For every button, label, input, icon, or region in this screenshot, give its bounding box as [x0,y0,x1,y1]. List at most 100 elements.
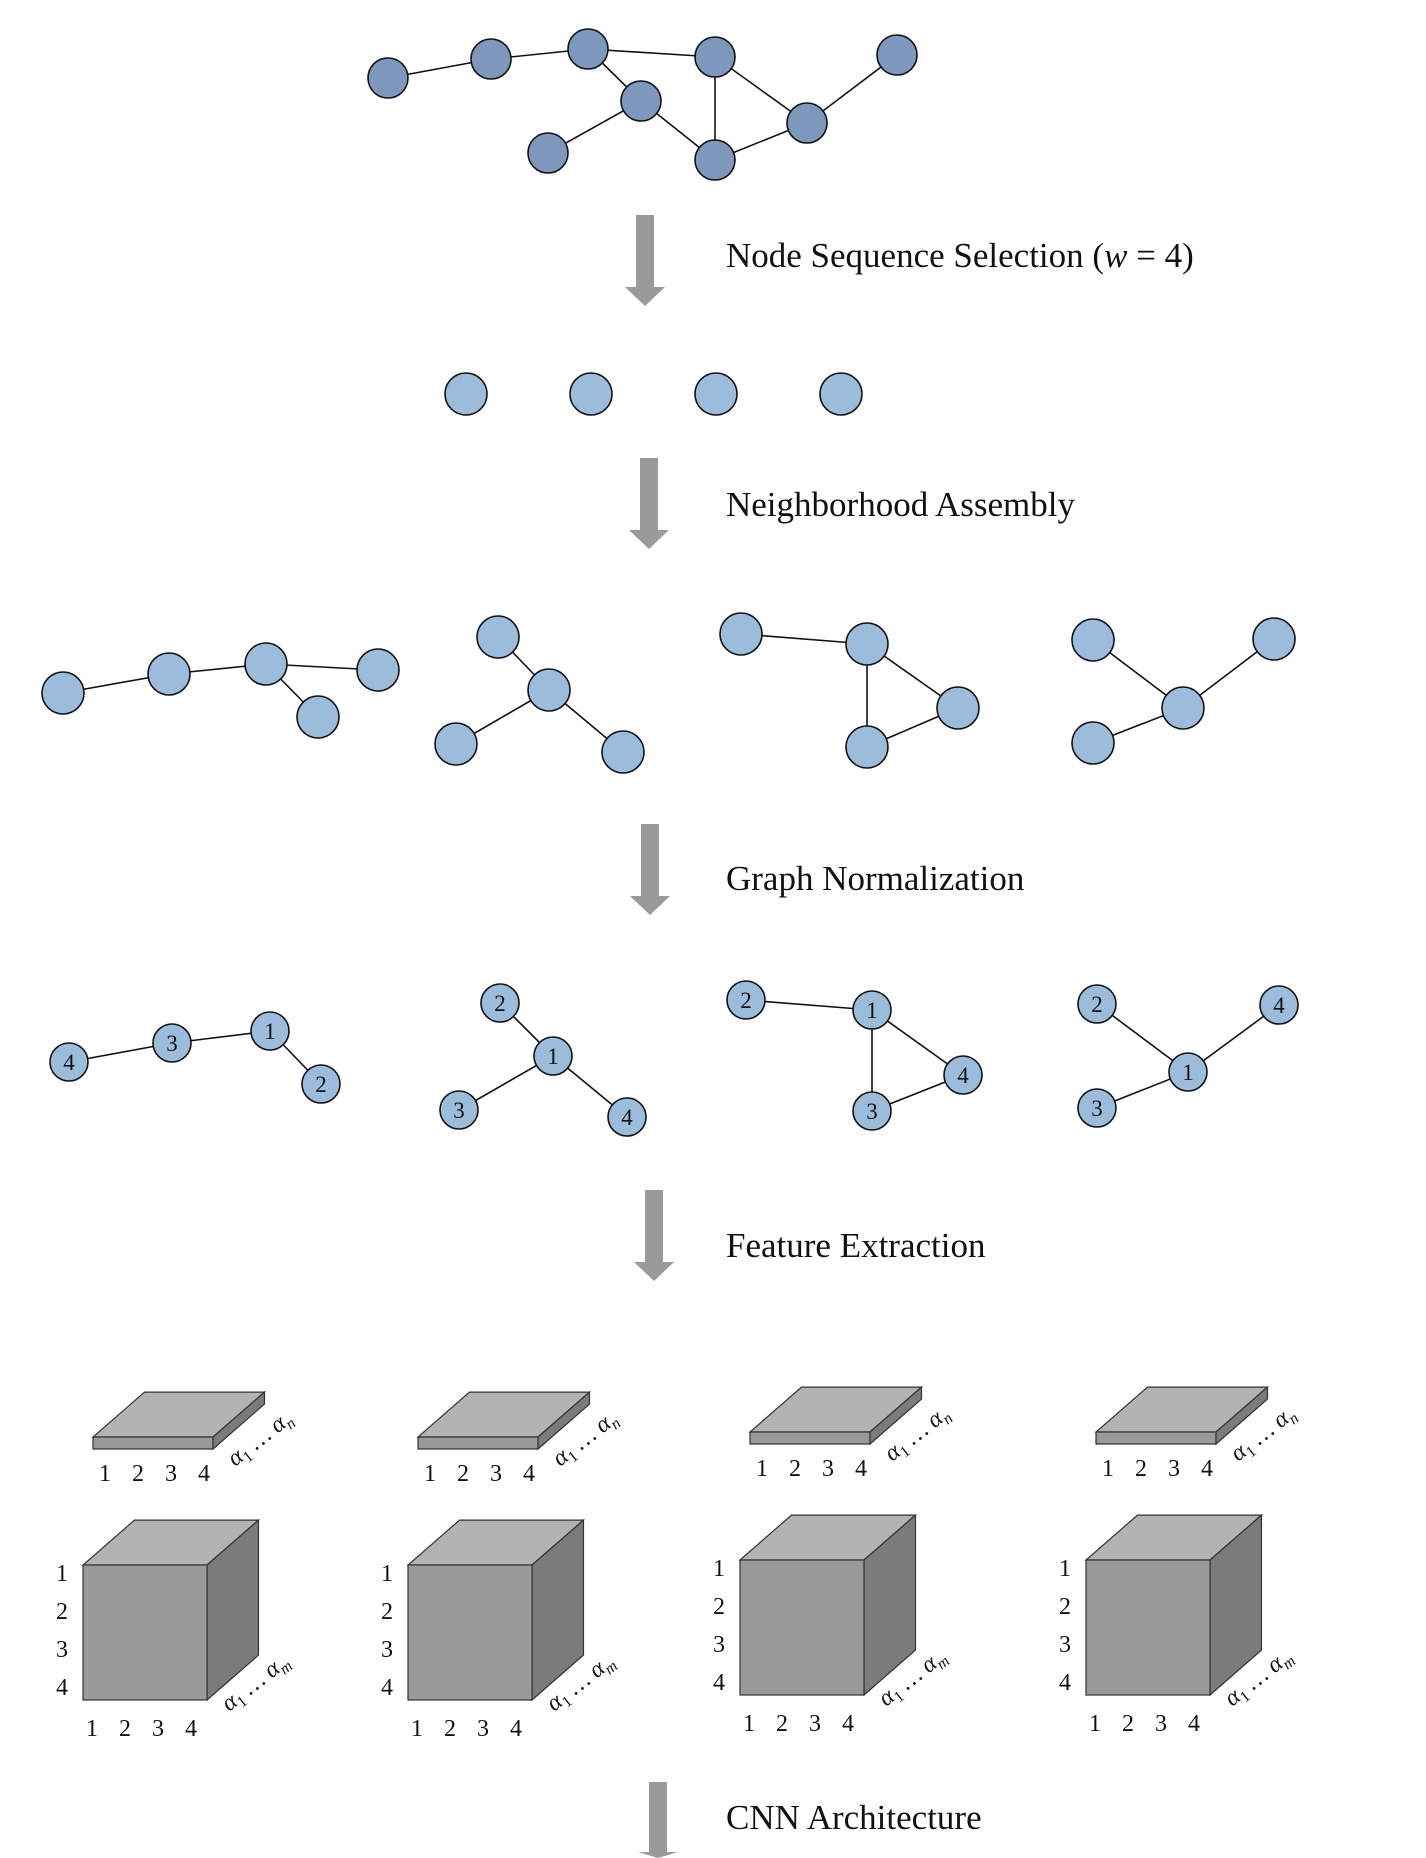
graph-node [620,80,662,122]
graph-node [470,38,512,80]
stage-label-graph-normalization: Graph Normalization [726,859,1024,898]
neighborhood-node [244,642,288,686]
down-arrow [625,215,665,306]
row-index-label: 1 [1059,1556,1071,1582]
graph-node [694,36,736,78]
stage-label-cnn-architecture: CNN Architecture [726,1798,982,1837]
row-index-label: 4 [1059,1670,1071,1696]
column-index-label: 3 [477,1716,489,1742]
input-graph [367,28,918,181]
normalized-graph-1: 4 3 1 2 [49,1011,341,1104]
normalized-graph-2: 2 1 3 4 [439,983,647,1137]
node-attribute-tensor: 1 2 3 4α1 … αn [748,1385,956,1482]
graph-node [786,102,828,144]
node-rank-label: 3 [166,1031,178,1056]
node-rank-label: 1 [866,998,878,1023]
neighborhood-2 [434,615,645,774]
neighborhood-node [356,648,400,692]
row-index-label: 2 [1059,1594,1071,1620]
neighborhood-node [527,668,571,712]
stage-label-feature-extraction: Feature Extraction [726,1226,985,1265]
column-index-label: 1 [99,1461,111,1487]
selected-node-sequence [444,372,863,416]
column-index-label: 1 [86,1716,98,1742]
node-rank-label: 2 [740,988,752,1013]
column-index-label: 1 [1089,1711,1101,1737]
neighborhood-node [601,730,645,774]
neighborhood-node [936,686,980,730]
column-index-label: 4 [523,1461,535,1487]
neighborhood-node [845,725,889,769]
down-arrow [630,824,670,915]
column-index-label: 1 [424,1461,436,1487]
selected-node [694,372,738,416]
node-rank-label: 4 [63,1050,75,1075]
down-arrow [634,1190,674,1281]
selected-node [569,372,613,416]
row-index-label: 4 [713,1670,725,1696]
normalized-graph-4: 2 4 1 3 [1077,984,1299,1128]
neighborhood-4 [1071,617,1296,765]
neighborhoods [41,612,1296,774]
neighborhood-1 [41,642,400,739]
stage-label-node-sequence-selection: Node Sequence Selection (w = 4) [726,236,1194,275]
graph-node [694,139,736,181]
column-index-label: 3 [809,1711,821,1737]
neighborhood-node [296,695,340,739]
selected-node [819,372,863,416]
column-index-label: 4 [842,1711,854,1737]
node-rank-label: 3 [1091,1096,1103,1121]
row-index-label: 3 [1059,1632,1071,1658]
neighborhood-node [1071,721,1115,765]
input-graph-nodes [367,28,918,181]
row-index-label: 3 [56,1637,68,1663]
neighborhood-node [1071,618,1115,662]
column-index-label: 2 [132,1461,144,1487]
row-index-label: 1 [713,1556,725,1582]
row-index-label: 1 [56,1561,68,1587]
normalized-graphs: 4 3 1 2 2 1 3 4 [49,980,1299,1137]
column-index-label: 4 [510,1716,522,1742]
node-rank-label: 1 [547,1044,559,1069]
column-index-label: 2 [789,1456,801,1482]
node-rank-label: 4 [957,1063,969,1088]
column-index-label: 2 [457,1461,469,1487]
graph-node [367,57,409,99]
row-index-label: 3 [713,1632,725,1658]
column-index-label: 3 [822,1456,834,1482]
graph-node [876,34,918,76]
row-index-label: 2 [713,1594,725,1620]
node-rank-label: 2 [315,1072,327,1097]
column-index-label: 1 [1102,1456,1114,1482]
column-index-label: 3 [152,1716,164,1742]
node-rank-label: 3 [453,1098,465,1123]
neighborhood-3 [719,612,980,769]
node-rank-label: 3 [866,1099,878,1124]
stage-label-neighborhood-assembly: Neighborhood Assembly [726,485,1076,524]
node-attribute-tensor: 1 2 3 4α1 … αn [1094,1385,1302,1482]
graph-node [567,28,609,70]
normalized-graph-3: 2 1 3 4 [726,980,983,1131]
column-index-label: 4 [1201,1456,1213,1482]
node-rank-label: 2 [1091,992,1103,1017]
row-index-label: 4 [56,1675,68,1701]
selected-node [444,372,488,416]
column-index-label: 4 [198,1461,210,1487]
node-attribute-tensor: 1 2 3 4α1 … αn [416,1390,624,1487]
column-index-label: 3 [1168,1456,1180,1482]
neighborhood-node [476,615,520,659]
node-rank-label: 4 [621,1105,633,1130]
column-index-label: 4 [855,1456,867,1482]
neighborhood-node [719,612,763,656]
neighborhood-node [1252,617,1296,661]
row-index-label: 2 [56,1599,68,1625]
column-index-label: 1 [756,1456,768,1482]
